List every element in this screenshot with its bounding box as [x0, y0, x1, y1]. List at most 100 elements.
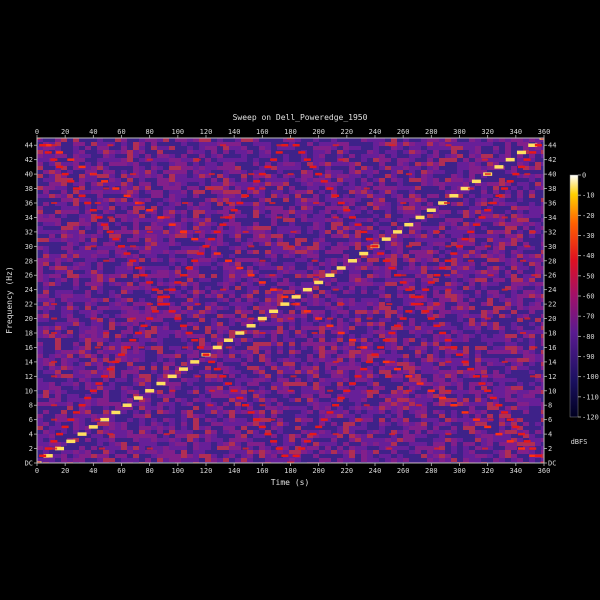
- noise-cell: [391, 362, 397, 366]
- noise-cell: [301, 370, 307, 374]
- noise-cell: [67, 326, 73, 330]
- noise-cell: [181, 254, 187, 258]
- noise-cell: [181, 146, 187, 150]
- noise-cell: [127, 370, 133, 374]
- noise-cell: [313, 198, 319, 202]
- noise-cell: [367, 302, 373, 306]
- noise-cell: [241, 234, 247, 238]
- noise-cell: [253, 454, 259, 458]
- noise-cell: [397, 398, 403, 402]
- noise-cell: [139, 170, 145, 174]
- noise-cell: [355, 282, 361, 286]
- noise-cell: [157, 434, 163, 438]
- noise-cell: [121, 326, 127, 330]
- noise-cell: [175, 446, 181, 450]
- noise-cell: [265, 298, 271, 302]
- noise-cell: [103, 214, 109, 218]
- noise-cell: [127, 166, 133, 170]
- noise-cell: [55, 262, 61, 266]
- noise-cell: [61, 194, 67, 198]
- noise-cell: [331, 226, 337, 230]
- noise-cell: [121, 226, 127, 230]
- noise-cell: [49, 238, 55, 242]
- noise-cell: [157, 142, 163, 146]
- noise-cell: [391, 394, 397, 398]
- noise-cell: [277, 262, 283, 266]
- noise-cell: [307, 414, 313, 418]
- noise-cell: [391, 258, 397, 262]
- noise-cell: [37, 442, 43, 446]
- noise-cell: [67, 250, 73, 254]
- noise-cell: [151, 302, 157, 306]
- noise-cell: [343, 154, 349, 158]
- noise-cell: [307, 222, 313, 226]
- noise-cell: [235, 214, 241, 218]
- noise-cell: [49, 366, 55, 370]
- noise-cell: [283, 154, 289, 158]
- noise-cell: [127, 318, 133, 322]
- noise-cell: [85, 334, 91, 338]
- noise-cell: [361, 330, 367, 334]
- noise-cell: [133, 346, 139, 350]
- noise-cell: [61, 330, 67, 334]
- noise-cell: [325, 214, 331, 218]
- noise-cell: [283, 234, 289, 238]
- noise-cell: [181, 382, 187, 386]
- noise-cell: [181, 214, 187, 218]
- noise-cell: [79, 358, 85, 362]
- noise-cell: [343, 286, 349, 290]
- noise-cell: [283, 270, 289, 274]
- noise-cell: [385, 382, 391, 386]
- noise-cell: [301, 250, 307, 254]
- noise-cell: [277, 430, 283, 434]
- noise-cell: [109, 398, 115, 402]
- noise-cell: [313, 138, 319, 142]
- noise-cell: [295, 222, 301, 226]
- noise-cell: [169, 338, 175, 342]
- noise-cell: [289, 322, 295, 326]
- noise-cell: [211, 314, 217, 318]
- noise-cell: [43, 246, 49, 250]
- noise-cell: [397, 334, 403, 338]
- noise-cell: [241, 146, 247, 150]
- noise-cell: [61, 390, 67, 394]
- noise-cell: [283, 430, 289, 434]
- noise-cell: [295, 422, 301, 426]
- noise-cell: [253, 310, 259, 314]
- noise-cell: [85, 282, 91, 286]
- noise-cell: [127, 254, 133, 258]
- noise-cell: [37, 418, 43, 422]
- noise-cell: [109, 390, 115, 394]
- noise-cell: [145, 406, 151, 410]
- noise-cell: [283, 418, 289, 422]
- noise-cell: [295, 274, 301, 278]
- noise-cell: [337, 350, 343, 354]
- noise-cell: [241, 174, 247, 178]
- noise-cell: [97, 274, 103, 278]
- noise-cell: [325, 338, 331, 342]
- noise-cell: [391, 154, 397, 158]
- noise-cell: [127, 306, 133, 310]
- noise-cell: [139, 406, 145, 410]
- noise-cell: [319, 350, 325, 354]
- noise-cell: [217, 450, 223, 454]
- noise-cell: [331, 250, 337, 254]
- noise-cell: [313, 178, 319, 182]
- noise-cell: [187, 254, 193, 258]
- noise-cell: [205, 426, 211, 430]
- noise-cell: [115, 402, 121, 406]
- noise-cell: [121, 398, 127, 402]
- noise-cell: [301, 438, 307, 442]
- noise-cell: [139, 194, 145, 198]
- noise-cell: [289, 378, 295, 382]
- noise-cell: [103, 370, 109, 374]
- noise-cell: [49, 350, 55, 354]
- noise-cell: [367, 198, 373, 202]
- noise-cell: [181, 338, 187, 342]
- noise-cell: [319, 442, 325, 446]
- noise-cell: [397, 382, 403, 386]
- noise-cell: [301, 406, 307, 410]
- noise-cell: [289, 310, 295, 314]
- noise-cell: [115, 338, 121, 342]
- noise-cell: [247, 178, 253, 182]
